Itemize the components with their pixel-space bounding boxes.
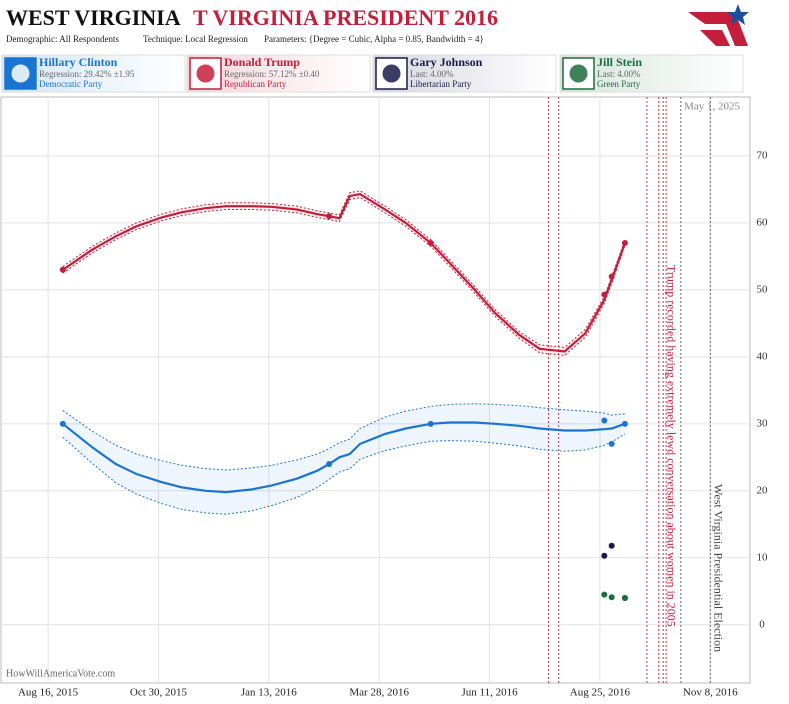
x-tick-label: Jun 11, 2016 <box>461 687 518 699</box>
legend-icon-glyph <box>569 64 588 83</box>
annotation: Trump recorded having extremely lewd con… <box>664 265 678 627</box>
poll-point <box>621 594 628 601</box>
poll-point <box>326 461 333 468</box>
poll-point <box>427 420 434 427</box>
x-tick-label: Aug 25, 2016 <box>570 687 631 699</box>
x-tick-label: Oct 30, 2015 <box>130 687 188 699</box>
chart-title-overlap: T VIRGINIA PRESIDENT 2016 <box>193 5 498 30</box>
legend-party: Democratic Party <box>39 79 103 89</box>
legend-party: Republican Party <box>224 79 287 89</box>
legend-name: Hillary Clinton <box>39 55 118 69</box>
y-tick-label: 10 <box>757 551 769 563</box>
parameter: Parameters: {Degree = Cubic, Alpha = 0.8… <box>264 34 484 44</box>
legend-icon-glyph <box>196 64 215 83</box>
poll-point <box>59 420 66 427</box>
y-tick-label: 60 <box>757 216 769 228</box>
legend-name: Jill Stein <box>597 55 642 69</box>
poll-point <box>601 417 608 424</box>
y-tick-label: 30 <box>757 417 769 429</box>
legend-detail: Regression: 29.42% ±1.95 <box>39 69 135 79</box>
poll-point <box>621 239 628 246</box>
y-tick-label: 40 <box>757 350 769 362</box>
legend-name: Gary Johnson <box>410 55 483 69</box>
legend-party: Libertarian Party <box>410 79 472 89</box>
band-upper <box>62 403 625 471</box>
band-lower <box>62 433 626 515</box>
legend-name: Donald Trump <box>224 55 300 69</box>
y-tick-label: 70 <box>757 149 769 161</box>
poll-point <box>608 440 615 447</box>
x-tick-label: Jan 13, 2016 <box>241 687 297 699</box>
poll-point <box>59 266 66 273</box>
poll-point <box>427 239 434 246</box>
poll-point <box>601 291 608 298</box>
parameter: Technique: Local Regression <box>143 34 248 44</box>
trend-line <box>62 421 626 494</box>
date-stamp: May 1, 2025 <box>684 101 740 113</box>
legend-detail: Last: 4.00% <box>597 69 641 79</box>
legend-party: Green Party <box>597 79 641 89</box>
plot-frame <box>0 96 751 684</box>
legend-detail: Last: 4.00% <box>410 69 454 79</box>
confidence-band <box>62 190 625 356</box>
y-tick-label: 20 <box>757 484 769 496</box>
band-upper <box>62 190 626 349</box>
band-lower <box>62 196 626 357</box>
legend-icon-glyph <box>382 64 401 83</box>
annotation: West Virginia Presidential Election <box>712 484 726 652</box>
y-tick-label: 50 <box>757 283 769 295</box>
x-tick-label: Aug 16, 2015 <box>18 687 79 699</box>
source: HowWillAmericaVote.com <box>6 668 115 679</box>
poll-point <box>601 552 608 559</box>
poll-point <box>326 213 333 220</box>
poll-point <box>621 420 628 427</box>
chart-title: WEST VIRGINIA <box>6 5 181 30</box>
plot: Trump recorded having extremely lewd con… <box>1 97 750 683</box>
y-tick-label: 0 <box>759 618 765 630</box>
trend-line <box>62 192 626 353</box>
poll-point <box>608 594 615 601</box>
logo <box>688 4 749 46</box>
legend-detail: Regression: 57.12% ±0.40 <box>224 69 320 79</box>
parameter: Demographic: All Respondents <box>6 34 119 44</box>
x-tick-label: Mar 28, 2016 <box>349 687 409 699</box>
poll-point <box>608 273 615 280</box>
legend-icon-glyph <box>11 64 30 83</box>
poll-point <box>608 542 615 549</box>
confidence-band <box>62 403 625 515</box>
poll-point <box>601 591 608 598</box>
x-tick-label: Nov 8, 2016 <box>683 687 738 699</box>
